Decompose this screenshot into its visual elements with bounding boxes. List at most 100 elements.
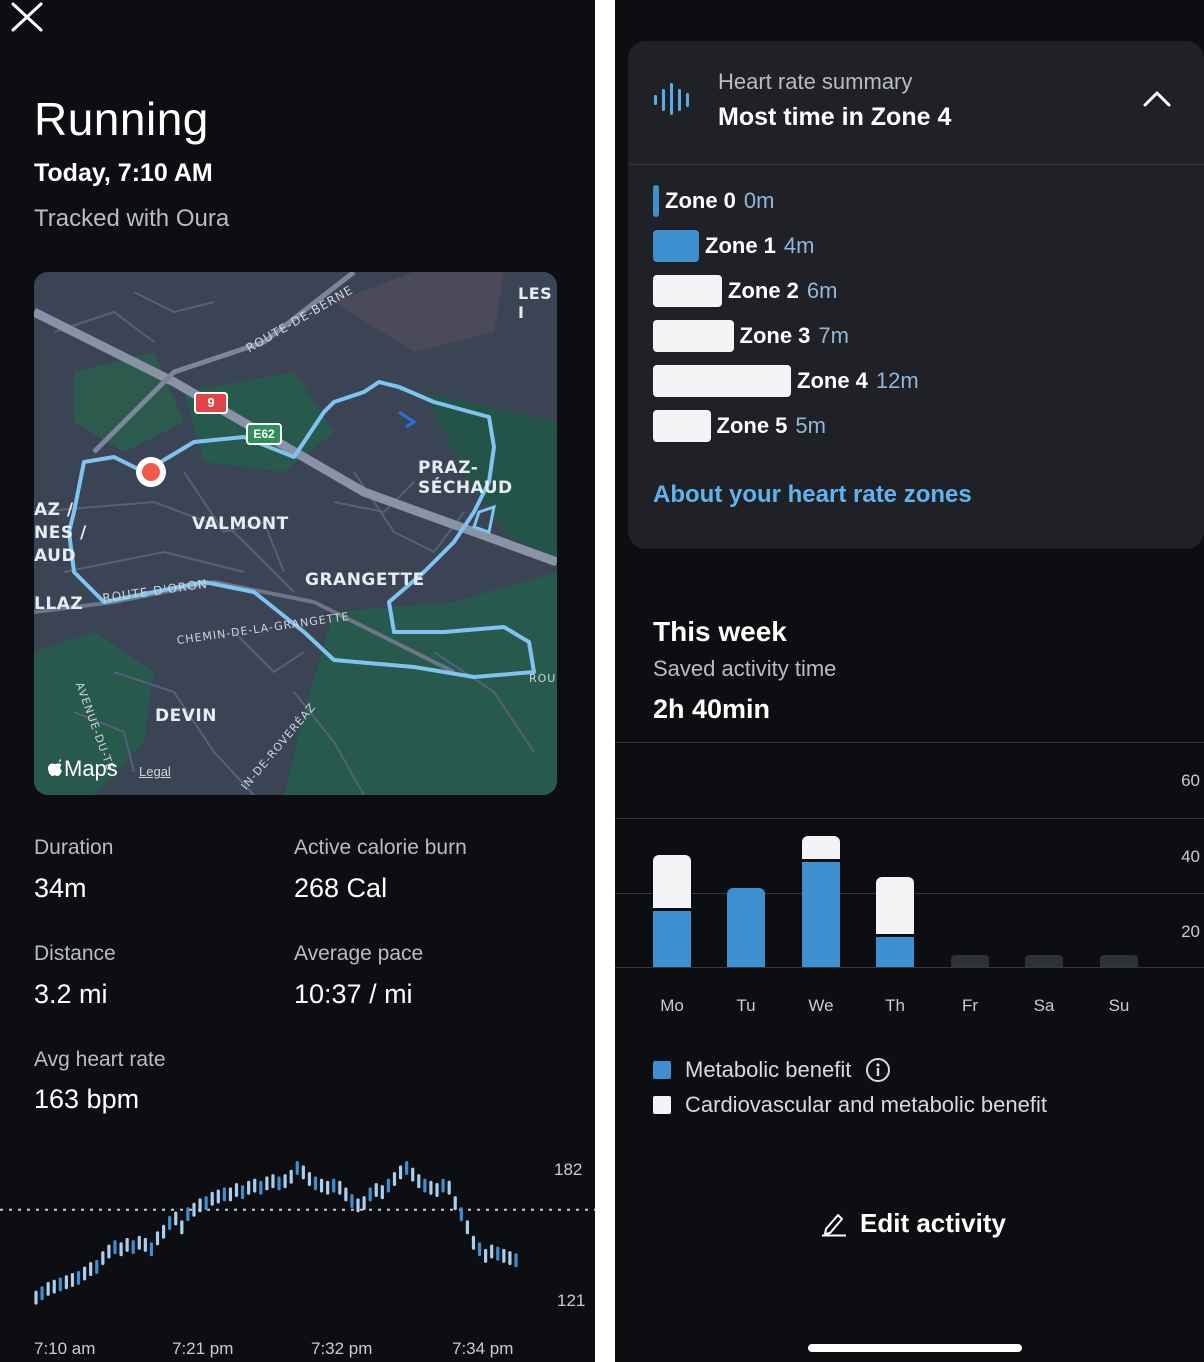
hr-summary-value: Most time in Zone 4 xyxy=(718,103,952,131)
hr-sample-mark xyxy=(398,1165,403,1180)
day-label: Su xyxy=(1108,996,1130,1015)
home-indicator[interactable] xyxy=(808,1344,1022,1352)
about-hr-zones-link[interactable]: About your heart rate zones xyxy=(653,481,972,508)
hr-sample-mark xyxy=(113,1240,117,1255)
hr-sample-mark xyxy=(392,1171,397,1186)
hr-sample-mark xyxy=(52,1279,56,1294)
hr-sample-mark xyxy=(332,1178,336,1193)
hr-sample-mark xyxy=(89,1262,93,1277)
legend-metabolic: Metabolic benefit xyxy=(653,1057,891,1083)
zone-duration: 12m xyxy=(875,368,919,393)
hr-sample-mark xyxy=(490,1244,494,1259)
hr-sample-mark xyxy=(186,1207,190,1222)
map-label-llaz: LLAZ xyxy=(34,594,84,614)
zone-name: Zone 1 xyxy=(705,233,776,258)
hr-sample-mark xyxy=(64,1275,68,1290)
legend-swatch-white xyxy=(653,1096,671,1114)
map-label-grangette: GRANGETTE xyxy=(305,570,425,590)
hr-sample-mark xyxy=(350,1193,354,1208)
map-label-devin: DEVIN xyxy=(155,706,217,726)
zone-bar xyxy=(653,185,659,217)
hr-sample-mark xyxy=(386,1178,391,1193)
bar-empty xyxy=(1100,955,1138,967)
zone-name: Zone 3 xyxy=(739,323,811,348)
day-label: Tu xyxy=(736,996,756,1015)
hr-sample-mark xyxy=(204,1196,208,1211)
heart-rate-summary-card: Heart rate summary Most time in Zone 4 Z… xyxy=(628,41,1204,549)
apple-maps-logo: Maps xyxy=(48,756,118,782)
hr-sample-mark xyxy=(76,1270,81,1285)
hr-sample-mark xyxy=(429,1180,433,1195)
hr-sample-mark xyxy=(465,1220,469,1235)
this-week-value: 2h 40min xyxy=(653,694,771,724)
zone-name: Zone 4 xyxy=(797,368,868,393)
map-label-aud: AUD xyxy=(34,546,77,566)
hr-sample-mark xyxy=(405,1161,409,1175)
hr-sample-mark xyxy=(192,1202,196,1217)
day-label: Fr xyxy=(961,996,979,1015)
distance-value: 3.2 mi xyxy=(34,979,108,1009)
distance-label: Distance xyxy=(34,942,116,965)
map-legal-link[interactable]: Legal xyxy=(139,764,171,779)
hr-x-label-4: 7:34 pm xyxy=(452,1339,514,1358)
hr-y-min: 121 xyxy=(557,1291,586,1310)
bar-cardio xyxy=(802,835,840,859)
hr-sample-mark xyxy=(101,1251,105,1266)
hr-sample-mark xyxy=(344,1187,348,1202)
day-label: Th xyxy=(885,996,905,1015)
hr-sample-mark xyxy=(313,1176,318,1191)
hr-sample-mark xyxy=(441,1178,445,1193)
hr-sample-mark xyxy=(338,1180,342,1195)
route-map[interactable]: ROUTE-DE-BERNE LES I PRAZ-SÉCHAUD VALMON… xyxy=(34,272,557,795)
legend-label-cardio: Cardiovascular and metabolic benefit xyxy=(685,1092,1047,1117)
hr-x-label-2: 7:21 pm xyxy=(172,1339,234,1358)
hr-sample-mark xyxy=(40,1286,44,1301)
edit-activity-button[interactable]: Edit activity xyxy=(820,1208,1006,1239)
zone-name: Zone 5 xyxy=(716,413,788,438)
legend-swatch-blue xyxy=(653,1061,671,1079)
zone-bar xyxy=(653,230,699,262)
section-divider xyxy=(615,742,1204,743)
hr-sample-mark xyxy=(277,1176,281,1191)
activity-title: Running xyxy=(34,93,209,145)
map-label-les: LES I xyxy=(518,284,553,322)
edit-activity-label: Edit activity xyxy=(860,1208,1006,1238)
hr-sample-mark xyxy=(496,1246,500,1261)
baseline xyxy=(615,967,1204,968)
heart-rate-chart xyxy=(0,1161,595,1305)
hr-sample-mark xyxy=(374,1182,378,1197)
hr-sample-mark xyxy=(222,1187,226,1202)
hr-sample-mark xyxy=(125,1237,129,1252)
hr-sample-mark xyxy=(447,1180,451,1195)
hr-sample-mark xyxy=(161,1224,166,1239)
hr-sample-mark xyxy=(484,1248,488,1263)
hr-sample-mark xyxy=(253,1178,257,1193)
zone-duration: 4m xyxy=(783,233,815,258)
maps-brand: Maps xyxy=(64,756,118,781)
hr-sample-mark xyxy=(356,1198,360,1213)
hr-sample-mark xyxy=(149,1242,154,1257)
chevron-up-icon[interactable] xyxy=(1142,89,1172,109)
hr-sample-mark xyxy=(174,1211,178,1226)
hr-sample-mark xyxy=(502,1248,506,1263)
map-label-praz-sechaud: PRAZ-SÉCHAUD xyxy=(418,458,513,498)
info-icon[interactable] xyxy=(865,1057,891,1083)
hr-sample-mark xyxy=(216,1189,220,1204)
avg-hr-label: Avg heart rate xyxy=(34,1048,166,1071)
hr-sample-mark xyxy=(477,1242,482,1257)
this-week-subtitle: Saved activity time xyxy=(653,656,837,681)
hr-sample-mark xyxy=(368,1187,372,1202)
day-label: Sa xyxy=(1033,996,1055,1015)
hr-sample-mark xyxy=(46,1281,50,1296)
legend-label-metabolic: Metabolic benefit xyxy=(685,1057,852,1082)
calorie-value: 268 Cal xyxy=(294,873,388,903)
zone-row: Zone 5 5m xyxy=(653,410,826,442)
pace-label: Average pace xyxy=(294,942,424,965)
hr-sample-mark xyxy=(417,1174,421,1189)
hr-x-label-1: 7:10 am xyxy=(34,1339,96,1358)
ytick-40: 40 xyxy=(1181,847,1200,866)
day-label: Mo xyxy=(660,996,684,1015)
road-shield-e62: E62 xyxy=(246,423,282,445)
duration-label: Duration xyxy=(34,836,114,859)
close-icon[interactable] xyxy=(10,2,44,32)
